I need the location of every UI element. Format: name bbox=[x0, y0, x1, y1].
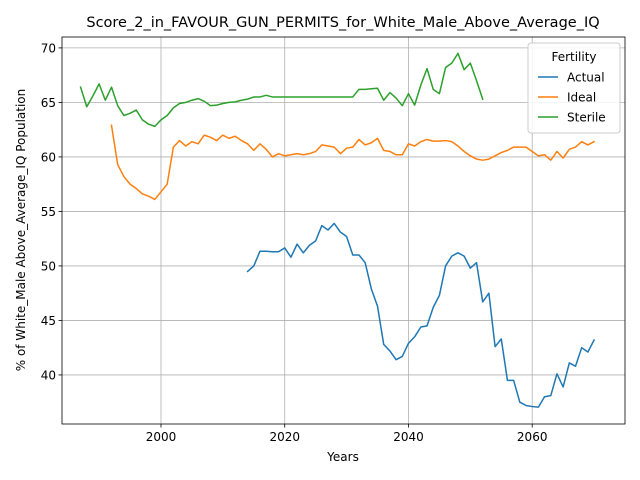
tick-layer: 2000 2020 2040 2060 40 45 50 55 60 65 70 bbox=[41, 41, 548, 444]
y-tick-label: 60 bbox=[41, 150, 56, 164]
y-tick-label: 45 bbox=[41, 314, 56, 328]
series-line-ideal bbox=[110, 124, 596, 201]
y-tick-label: 70 bbox=[41, 41, 56, 55]
series-line-sterile bbox=[79, 52, 484, 128]
series-line-actual bbox=[246, 222, 596, 408]
y-tick-label: 55 bbox=[41, 205, 56, 219]
y-axis-label: % of White_Male Above_Average_IQ Populat… bbox=[14, 89, 28, 372]
y-tick-label: 50 bbox=[41, 259, 56, 273]
legend-label-ideal: Ideal bbox=[567, 91, 596, 105]
x-tick-label: 2000 bbox=[146, 430, 177, 444]
chart-title: Score_2_in_FAVOUR_GUN_PERMITS_for_White_… bbox=[86, 15, 599, 31]
x-axis-label: Years bbox=[326, 450, 359, 464]
y-tick-label: 40 bbox=[41, 368, 56, 382]
x-tick-label: 2040 bbox=[393, 430, 424, 444]
x-tick-label: 2020 bbox=[269, 430, 300, 444]
series-layer bbox=[79, 52, 596, 408]
legend: Fertility Actual Ideal Sterile bbox=[527, 42, 621, 134]
y-tick-label: 65 bbox=[41, 96, 56, 110]
legend-box bbox=[527, 42, 621, 134]
legend-title: Fertility bbox=[551, 50, 596, 64]
legend-label-actual: Actual bbox=[567, 71, 605, 85]
x-tick-label: 2060 bbox=[517, 430, 548, 444]
plot-frame bbox=[61, 36, 626, 425]
legend-label-sterile: Sterile bbox=[567, 111, 606, 125]
